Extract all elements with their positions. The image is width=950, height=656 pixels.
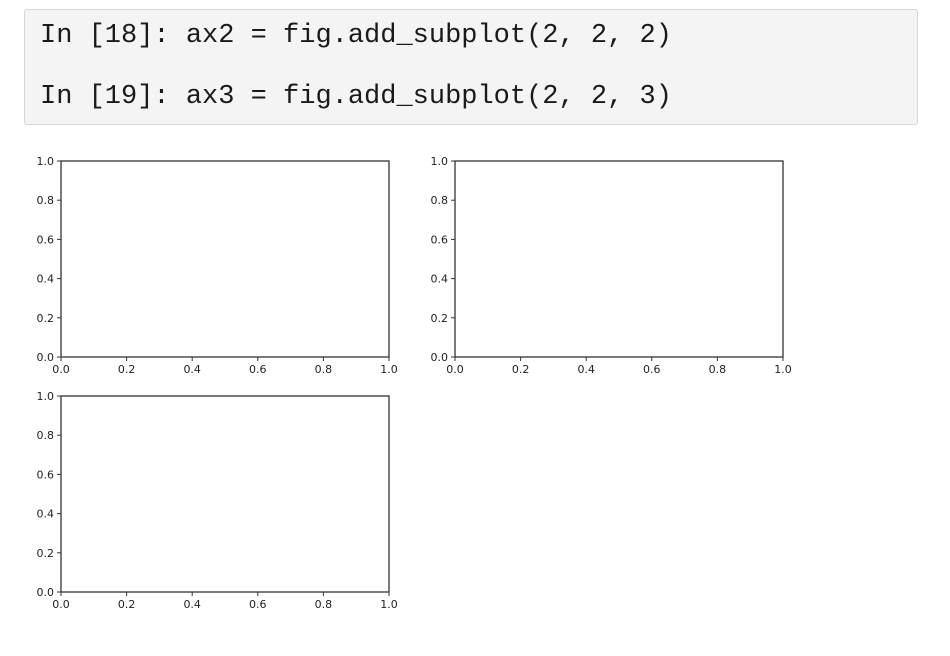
axes-2-2-2: 0.0 0.2 0.4 0.6 0.8 1.0 0.0 0.2 0.4 0.6 0.8 1.0: [431, 155, 792, 376]
matplotlib-figure: 0.0 0.2 0.4 0.6 0.8 1.0 0.0 0.2 0.4 0.6 0.8 1.0 0.0 0…: [0, 140, 950, 640]
y-tick-label: 0.4: [37, 508, 55, 521]
x-tick-label: 0.0: [52, 363, 70, 376]
axes-frame: [60, 160, 390, 358]
x-tick-label: 1.0: [774, 363, 792, 376]
x-tick-label: 0.8: [315, 363, 333, 376]
x-tick-label: 0.2: [118, 363, 136, 376]
axes-2-2-3: 0.0 0.2 0.4 0.6 0.8 1.0 0.0 0.2 0.4 0.6 0.8 1.0: [37, 390, 398, 611]
x-tick-label: 0.6: [249, 363, 267, 376]
y-tick-label: 1.0: [431, 155, 449, 168]
y-tick-label: 0.6: [37, 233, 55, 246]
y-tick-label: 0.2: [431, 312, 449, 325]
x-tick-label: 0.2: [512, 363, 530, 376]
y-tick-label: 0.4: [37, 273, 55, 286]
y-tick-label: 0.0: [431, 351, 449, 364]
x-tick-label: 0.8: [315, 598, 333, 611]
y-tick-label: 0.4: [431, 273, 449, 286]
x-tick-label: 0.0: [52, 598, 70, 611]
x-tick-label: 1.0: [380, 598, 398, 611]
y-tick-label: 0.0: [37, 351, 55, 364]
y-tick-label: 1.0: [37, 155, 55, 168]
x-tick-label: 0.6: [643, 363, 661, 376]
y-tick-label: 0.2: [37, 547, 55, 560]
y-tick-label: 0.6: [37, 468, 55, 481]
x-tick-label: 0.4: [183, 598, 201, 611]
x-tick-label: 0.8: [709, 363, 727, 376]
y-tick-label: 1.0: [37, 390, 55, 403]
axes-2-2-1: 0.0 0.2 0.4 0.6 0.8 1.0 0.0 0.2 0.4 0.6 0.8 1.0: [37, 155, 398, 376]
axes-frame: [60, 395, 390, 593]
y-tick-label: 0.8: [37, 194, 55, 207]
x-tick-label: 0.4: [577, 363, 595, 376]
x-tick-label: 0.0: [446, 363, 464, 376]
y-tick-label: 0.6: [431, 233, 449, 246]
x-tick-label: 0.4: [183, 363, 201, 376]
y-tick-label: 0.8: [37, 429, 55, 442]
y-tick-label: 0.2: [37, 312, 55, 325]
x-tick-label: 1.0: [380, 363, 398, 376]
axes-frame: [454, 160, 784, 358]
x-tick-label: 0.6: [249, 598, 267, 611]
x-tick-label: 0.2: [118, 598, 136, 611]
y-tick-label: 0.0: [37, 586, 55, 599]
figure-canvas: 0.0 0.2 0.4 0.6 0.8 1.00.00.20.40.60.81.00.0 0…: [37, 155, 792, 611]
code-cell: In [18]: ax2 = fig.add_subplot(2, 2, 2) …: [24, 9, 918, 125]
code-line-19: In [19]: ax3 = fig.add_subplot(2, 2, 3): [40, 82, 672, 112]
y-tick-label: 0.8: [431, 194, 449, 207]
code-line-18: In [18]: ax2 = fig.add_subplot(2, 2, 2): [40, 21, 672, 51]
